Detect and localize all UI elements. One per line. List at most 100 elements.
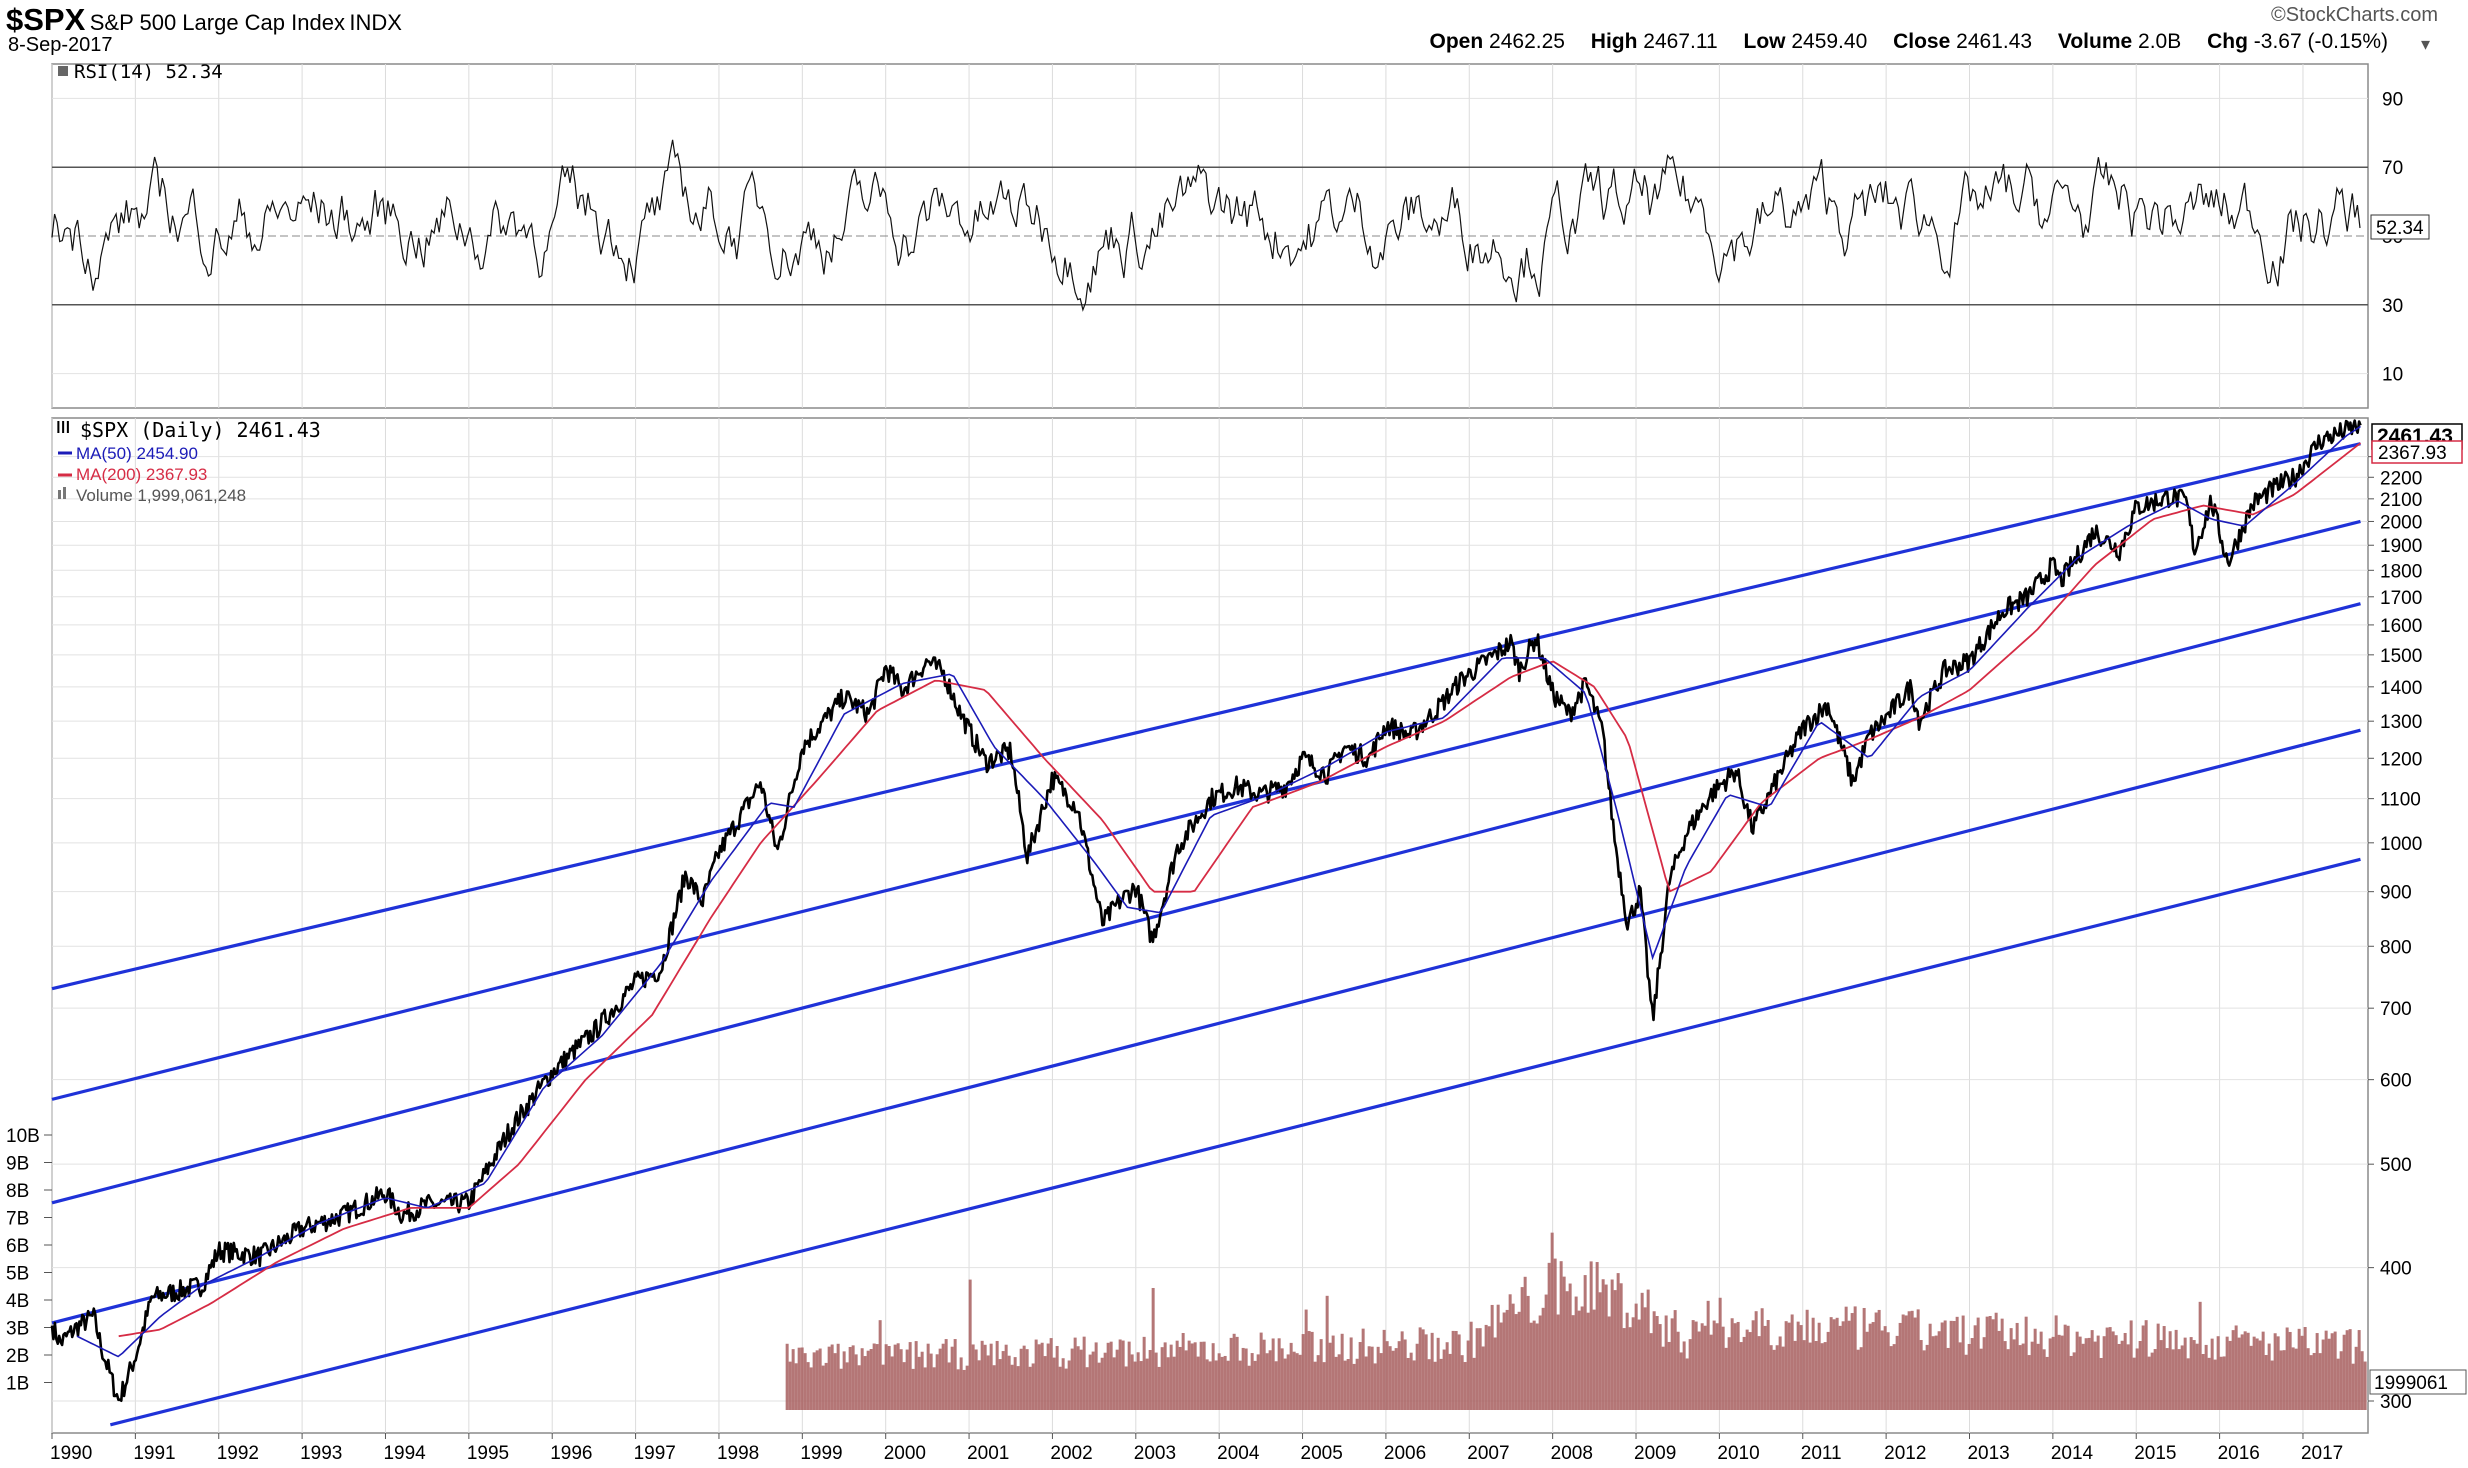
volume-bar	[1271, 1338, 1275, 1410]
volume-bar	[1478, 1328, 1482, 1410]
volume-bar	[2300, 1335, 2304, 1410]
volume-bar	[1292, 1351, 1296, 1410]
low-value: 2459.40	[1791, 30, 1868, 53]
volume-axis: 1B 2B 3B 4B 5B 6B 7B 8B 9B 10B	[6, 1126, 52, 1395]
open-value: 2462.25	[1489, 30, 1565, 53]
volume-bar	[1274, 1361, 1278, 1410]
volume-bar	[1802, 1340, 1806, 1410]
volume-bar	[1769, 1345, 1773, 1410]
volume-bar	[1718, 1297, 1722, 1410]
volume-bar	[1970, 1338, 1974, 1410]
volume-bar	[1499, 1322, 1503, 1410]
price-tick-label: 1700	[2380, 588, 2422, 609]
volume-bar	[1223, 1355, 1227, 1410]
price-tick-label: 800	[2380, 937, 2412, 958]
volume-bar	[1361, 1328, 1365, 1410]
channel-line	[109, 857, 2361, 1427]
x-tick-label: 2001	[967, 1443, 1009, 1464]
volume-bar	[1556, 1314, 1560, 1410]
volume-bar	[2039, 1331, 2043, 1410]
volume-bar	[1169, 1344, 1173, 1410]
volume-bar	[2117, 1343, 2121, 1410]
volume-bar	[2351, 1363, 2355, 1410]
volume-bar	[2036, 1343, 2040, 1410]
x-tick-label: 1995	[467, 1443, 509, 1464]
volume-bar	[1073, 1337, 1077, 1410]
volume-bar	[1256, 1354, 1260, 1410]
volume-bar	[1592, 1309, 1596, 1410]
volume-bar	[1049, 1338, 1053, 1410]
volume-bar	[2075, 1331, 2079, 1410]
volume-bar	[857, 1365, 861, 1410]
volume-bar	[2297, 1328, 2301, 1410]
volume-bar	[1607, 1316, 1611, 1410]
volume-bar	[2090, 1330, 2094, 1410]
symbol: $SPX	[6, 2, 86, 37]
volume-bar	[2024, 1316, 2028, 1410]
volume-tick-label: 5B	[6, 1264, 29, 1285]
volume-bar	[1994, 1312, 1998, 1410]
volume-bar	[1235, 1336, 1239, 1410]
volume-bar	[1868, 1323, 1872, 1410]
ohlc-bar: Open 2462.25 High 2467.11 Low 2459.40 Cl…	[1429, 30, 2388, 53]
volume-bar	[2012, 1339, 2016, 1410]
volume-bar	[1163, 1342, 1167, 1410]
x-tick-label: 2016	[2218, 1443, 2260, 1464]
x-tick-label: 2012	[1884, 1443, 1926, 1464]
volume-bar	[1658, 1324, 1662, 1410]
volume-bar	[830, 1344, 834, 1410]
x-tick-label: 2010	[1717, 1443, 1759, 1464]
volume-bar	[1310, 1331, 1314, 1410]
chevron-down-icon[interactable]: ▾	[2420, 34, 2430, 54]
volume-bar	[1445, 1342, 1449, 1410]
volume-bar	[1913, 1317, 1917, 1410]
volume-bar	[788, 1361, 792, 1410]
volume-bar	[2255, 1338, 2259, 1410]
volume-bar	[1565, 1291, 1569, 1410]
volume-bar	[1907, 1311, 1911, 1410]
volume-bar	[989, 1343, 993, 1410]
volume-bar	[1328, 1342, 1332, 1410]
volume-bar	[818, 1348, 822, 1410]
volume-bar	[1436, 1337, 1440, 1410]
rsi-tick-label: 70	[2382, 158, 2403, 179]
volume-bar	[1817, 1322, 1821, 1410]
volume-bar	[1646, 1289, 1650, 1410]
volume-bar	[1199, 1341, 1203, 1410]
volume-bar	[1679, 1352, 1683, 1410]
volume-bar	[2240, 1334, 2244, 1410]
volume-bar	[2129, 1320, 2133, 1410]
volume-bar	[1991, 1319, 1995, 1410]
volume-bar	[809, 1367, 813, 1410]
volume-bar	[1685, 1358, 1689, 1410]
volume-bar	[1385, 1341, 1389, 1410]
volume-bar	[953, 1339, 957, 1410]
volume-bar	[1505, 1309, 1509, 1410]
volume-bar	[1781, 1346, 1785, 1410]
brand-link[interactable]: ©StockCharts.com	[2270, 4, 2438, 26]
volume-bar	[1874, 1312, 1878, 1410]
volume-bar	[2228, 1340, 2232, 1410]
volume-bar	[1541, 1307, 1545, 1410]
volume-bar	[1820, 1343, 1824, 1410]
x-tick-label: 2008	[1551, 1443, 1593, 1464]
volume-bar	[2342, 1334, 2346, 1410]
volume-bar	[2270, 1360, 2274, 1410]
volume-bar	[1151, 1287, 1155, 1410]
volume-bar	[1877, 1309, 1881, 1410]
price-tick-label: 1500	[2380, 646, 2422, 667]
volume-bar	[1616, 1273, 1620, 1410]
volume-bar	[1517, 1311, 1521, 1410]
volume-bar	[833, 1353, 837, 1410]
price-tick-label: 2100	[2380, 490, 2422, 511]
volume-bar	[1562, 1276, 1566, 1410]
volume-bar	[1640, 1292, 1644, 1410]
volume-bar	[1511, 1303, 1515, 1410]
volume-bar	[1922, 1350, 1926, 1410]
volume-bar	[2057, 1334, 2061, 1410]
volume-bar	[1745, 1329, 1749, 1410]
volume-bar	[2162, 1326, 2166, 1410]
rsi-grid	[51, 64, 2368, 408]
volume-bar	[2321, 1339, 2325, 1410]
volume-bar	[1373, 1363, 1377, 1410]
